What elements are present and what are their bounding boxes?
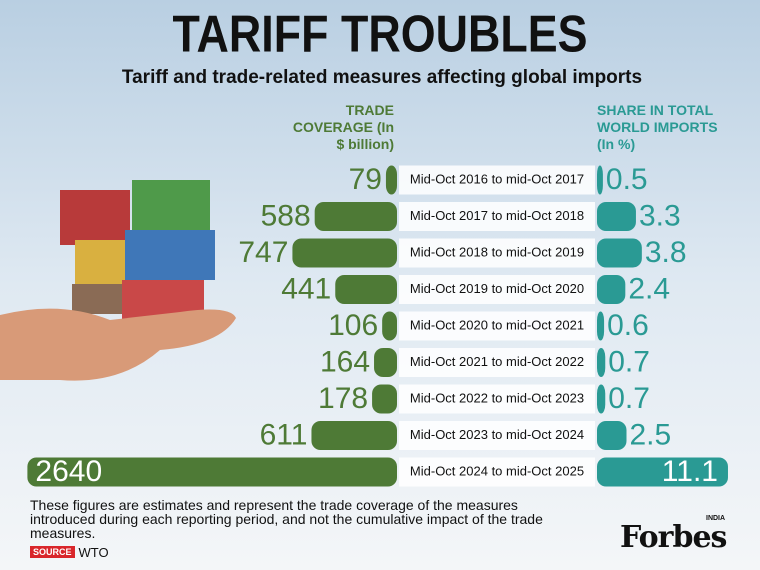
category-label: Mid-Oct 2017 to mid-Oct 2018 (410, 208, 584, 223)
bar (597, 421, 627, 450)
bar (382, 311, 397, 341)
value-label: 0.7 (608, 345, 650, 378)
category-label: Mid-Oct 2022 to mid-Oct 2023 (410, 390, 584, 405)
value-label: 588 (261, 199, 311, 232)
chart-subtitle: Tariff and trade-related measures affect… (122, 67, 642, 88)
bar (314, 202, 397, 231)
brand: Forbes (620, 520, 727, 555)
value-label: 79 (349, 163, 382, 196)
category-label: Mid-Oct 2016 to mid-Oct 2017 (410, 171, 584, 186)
bar (597, 384, 606, 414)
value-label: 0.5 (606, 163, 648, 196)
bar (335, 275, 397, 304)
category-box (399, 238, 595, 268)
bar (597, 238, 642, 268)
value-label: 178 (318, 382, 368, 415)
value-label: 0.6 (607, 309, 649, 342)
bar (597, 275, 626, 304)
value-label: 3.8 (645, 236, 687, 269)
bar (374, 348, 397, 377)
bar (597, 348, 606, 377)
note: These figures are estimates and represen… (30, 497, 543, 541)
value-label: 0.7 (608, 382, 650, 415)
category-box (399, 348, 595, 377)
bar (27, 457, 398, 487)
bar (311, 421, 397, 450)
legend-left: TRADE COVERAGE (In $ billion) (292, 102, 394, 152)
category-box (399, 457, 595, 487)
category-label: Mid-Oct 2020 to mid-Oct 2021 (410, 317, 584, 332)
value-label: 611 (260, 418, 308, 451)
source-label: SOURCE (30, 546, 75, 558)
value-label: 2640 (35, 455, 102, 488)
category-label: Mid-Oct 2019 to mid-Oct 2020 (410, 281, 584, 296)
bar (597, 165, 603, 195)
bar (385, 165, 397, 195)
legend-right: SHARE IN TOTAL WORLD IMPORTS (In %) (597, 102, 718, 152)
value-label: 441 (281, 272, 331, 305)
bar (292, 238, 397, 268)
bar (597, 202, 636, 231)
value-label: 3.3 (639, 199, 681, 232)
category-box (399, 275, 595, 304)
category-box (399, 165, 595, 195)
chart-title: TARIFF TROUBLES (173, 6, 588, 64)
category-label: Mid-Oct 2023 to mid-Oct 2024 (410, 427, 584, 442)
value-label: 2.4 (628, 272, 670, 305)
category-box (399, 421, 595, 450)
category-box (399, 202, 595, 231)
category-label: Mid-Oct 2021 to mid-Oct 2022 (410, 354, 584, 369)
brand-sub: INDIA (706, 515, 726, 522)
bar (597, 457, 728, 487)
bar (597, 311, 605, 341)
category-box (399, 384, 595, 414)
value-label: 106 (328, 309, 378, 342)
value-label: 747 (238, 236, 288, 269)
value-label: 164 (320, 345, 370, 378)
value-label: 11.1 (662, 455, 718, 488)
bar (372, 384, 397, 414)
source: SOURCE WTO (30, 545, 109, 560)
category-box (399, 311, 595, 341)
illustration (0, 180, 236, 381)
category-label: Mid-Oct 2024 to mid-Oct 2025 (410, 463, 584, 478)
category-label: Mid-Oct 2018 to mid-Oct 2019 (410, 244, 584, 259)
value-label: 2.5 (630, 418, 672, 451)
source-text: WTO (78, 545, 109, 560)
